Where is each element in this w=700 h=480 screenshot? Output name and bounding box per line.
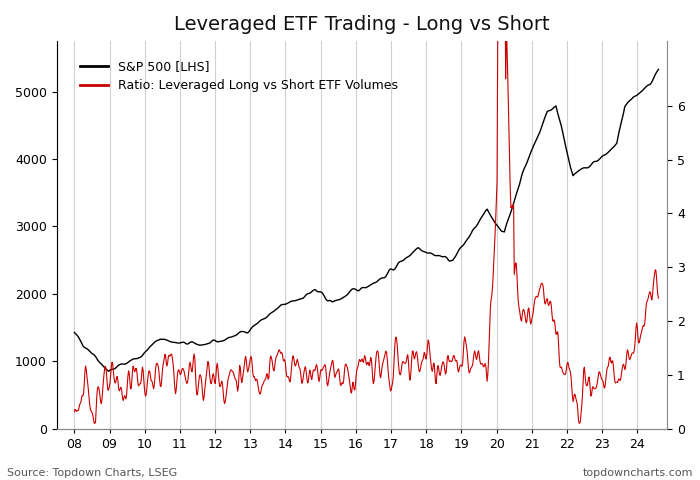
Title: Leveraged ETF Trading - Long vs Short: Leveraged ETF Trading - Long vs Short (174, 15, 550, 34)
Text: Source: Topdown Charts, LSEG: Source: Topdown Charts, LSEG (7, 468, 177, 478)
Legend: S&P 500 [LHS], Ratio: Leveraged Long vs Short ETF Volumes: S&P 500 [LHS], Ratio: Leveraged Long vs … (75, 55, 402, 97)
Text: topdowncharts.com: topdowncharts.com (582, 468, 693, 478)
